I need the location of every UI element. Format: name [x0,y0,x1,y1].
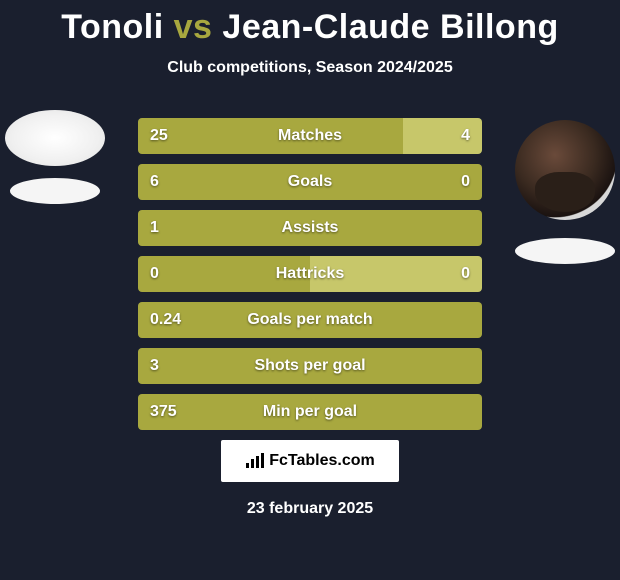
stat-value-left: 0 [150,265,159,283]
stat-value-left: 25 [150,127,168,145]
stat-value-right: 0 [461,173,470,191]
stat-value-left: 375 [150,403,177,421]
comparison-title: Tonoli vs Jean-Claude Billong [0,0,620,47]
stat-bar: Matches254 [138,118,482,154]
player2-club-logo [515,238,615,264]
stat-bar: Goals60 [138,164,482,200]
player1-name: Tonoli [61,8,163,46]
footer-date: 23 february 2025 [0,500,620,518]
stat-bar-left-segment [138,210,482,246]
player1-side [0,110,110,204]
stat-bar-left-segment [138,256,310,292]
player1-club-logo [10,178,100,204]
stat-value-right: 0 [461,265,470,283]
brand-logo: FcTables.com [221,440,399,482]
brand-text: FcTables.com [269,452,375,470]
stat-bar-left-segment [138,118,403,154]
stat-value-left: 6 [150,173,159,191]
stat-bar-left-segment [138,394,482,430]
stat-bar-left-segment [138,302,482,338]
player2-name: Jean-Claude Billong [222,8,558,46]
player2-side [510,120,620,264]
stat-value-left: 0.24 [150,311,181,329]
stat-bar: Hattricks00 [138,256,482,292]
stat-bar: Shots per goal3 [138,348,482,384]
stat-bar-left-segment [138,164,482,200]
stat-bar: Min per goal375 [138,394,482,430]
subtitle: Club competitions, Season 2024/2025 [0,59,620,77]
stat-bars-container: Matches254Goals60Assists1Hattricks00Goal… [138,118,482,440]
stat-value-left: 1 [150,219,159,237]
player1-avatar [5,110,105,166]
brand-chart-icon [245,453,265,469]
stat-bar-right-segment [310,256,482,292]
stat-bar: Assists1 [138,210,482,246]
stat-value-right: 4 [461,127,470,145]
stat-value-left: 3 [150,357,159,375]
stat-bar: Goals per match0.24 [138,302,482,338]
player2-avatar [515,120,615,220]
vs-separator: vs [174,8,213,46]
stat-bar-right-segment [403,118,482,154]
stat-bar-left-segment [138,348,482,384]
